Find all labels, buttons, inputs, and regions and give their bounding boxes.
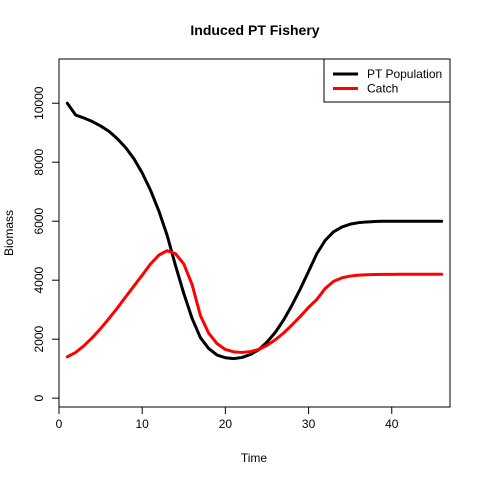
y-axis-label: Biomass (2, 210, 16, 256)
chart-title: Induced PT Fishery (190, 22, 319, 38)
legend-label: Catch (367, 82, 398, 96)
y-tick-label: 8000 (32, 149, 46, 176)
x-axis-label: Time (241, 451, 268, 465)
y-axis: 0 2000 4000 6000 8000 10000 (32, 86, 60, 401)
legend-box (323, 58, 451, 103)
x-tick-label: 0 (56, 417, 63, 431)
plot-area-frame (58, 58, 451, 408)
series-line-0 (65, 101, 444, 361)
x-axis: 0 10 20 30 40 (56, 406, 399, 431)
series-group (65, 101, 444, 361)
legend-label: PT Population (367, 67, 442, 81)
x-tick-label: 30 (302, 417, 316, 431)
y-tick-label: 6000 (32, 208, 46, 235)
x-tick-label: 40 (385, 417, 399, 431)
y-tick-label: 2000 (32, 325, 46, 352)
x-tick-label: 10 (136, 417, 150, 431)
y-tick-label: 10000 (32, 86, 46, 120)
y-tick-label: 0 (32, 394, 46, 401)
x-tick-label: 20 (219, 417, 233, 431)
series-line-1 (65, 249, 444, 359)
y-tick-label: 4000 (32, 267, 46, 294)
